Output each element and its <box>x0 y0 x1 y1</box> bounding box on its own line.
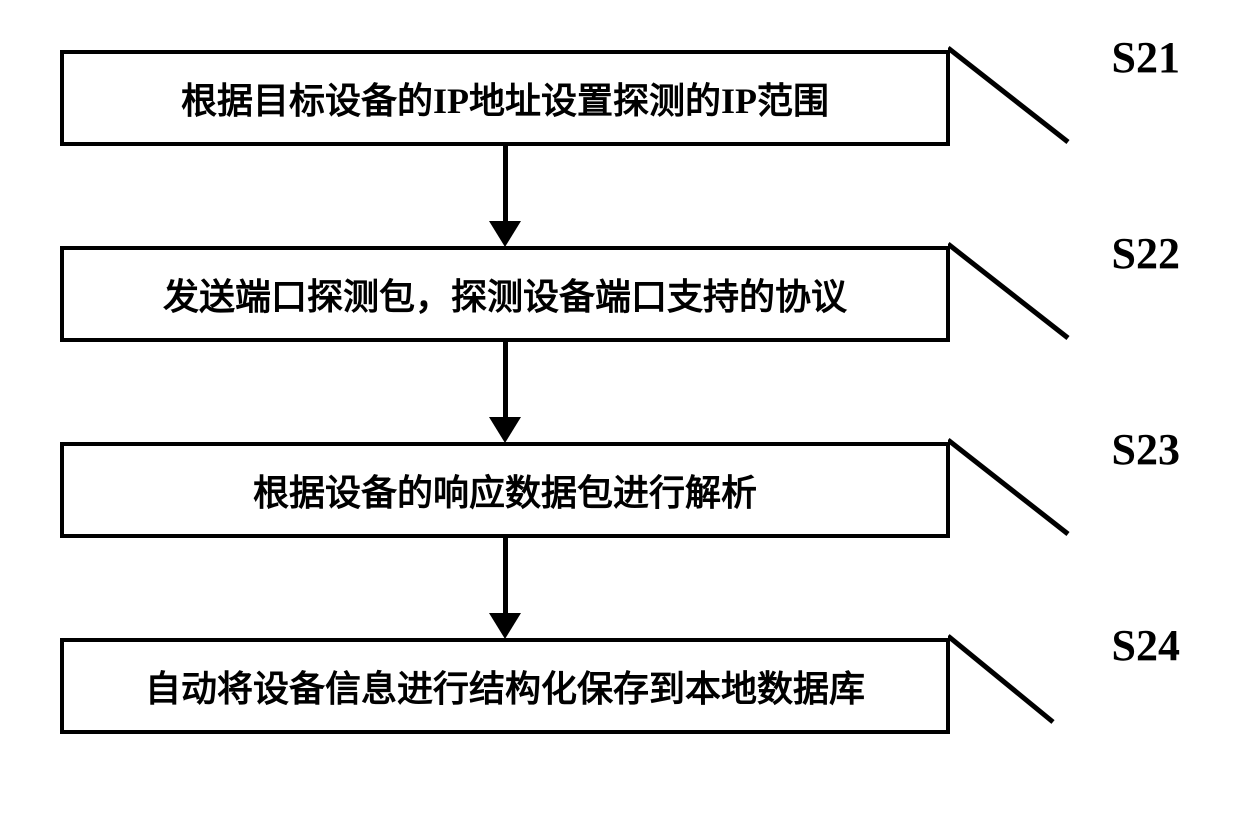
step-box-s24: 自动将设备信息进行结构化保存到本地数据库 <box>60 638 950 734</box>
step-row-3: 根据设备的响应数据包进行解析 S23 <box>60 442 1180 538</box>
arrow-head-2 <box>489 417 521 443</box>
step-box-s23: 根据设备的响应数据包进行解析 <box>60 442 950 538</box>
step-text-s22: 发送端口探测包，探测设备端口支持的协议 <box>163 268 847 320</box>
step-row-2: 发送端口探测包，探测设备端口支持的协议 S22 <box>60 246 1180 342</box>
connector-line-s21 <box>948 34 1078 144</box>
step-label-s23: S23 <box>1112 424 1180 475</box>
flowchart-container: 根据目标设备的IP地址设置探测的IP范围 S21 发送端口探测包，探测设备端口支… <box>60 50 1180 734</box>
step-text-s21: 根据目标设备的IP地址设置探测的IP范围 <box>181 72 829 124</box>
step-label-s22: S22 <box>1112 228 1180 279</box>
step-box-s21: 根据目标设备的IP地址设置探测的IP范围 <box>60 50 950 146</box>
arrow-line-1 <box>503 146 508 221</box>
arrow-2 <box>60 342 950 442</box>
connector-line-s23 <box>948 426 1078 536</box>
arrow-3 <box>60 538 950 638</box>
arrow-line-3 <box>503 538 508 613</box>
step-row-4: 自动将设备信息进行结构化保存到本地数据库 S24 <box>60 638 1180 734</box>
arrow-1 <box>60 146 950 246</box>
arrow-head-1 <box>489 221 521 247</box>
step-label-s21: S21 <box>1112 32 1180 83</box>
step-text-s24: 自动将设备信息进行结构化保存到本地数据库 <box>145 660 865 712</box>
connector-line-s22 <box>948 230 1078 340</box>
step-label-s24: S24 <box>1112 620 1180 671</box>
step-box-s22: 发送端口探测包，探测设备端口支持的协议 <box>60 246 950 342</box>
connector-line-s24 <box>948 622 1078 732</box>
arrow-line-2 <box>503 342 508 417</box>
step-text-s23: 根据设备的响应数据包进行解析 <box>253 464 757 516</box>
arrow-head-3 <box>489 613 521 639</box>
step-row-1: 根据目标设备的IP地址设置探测的IP范围 S21 <box>60 50 1180 146</box>
